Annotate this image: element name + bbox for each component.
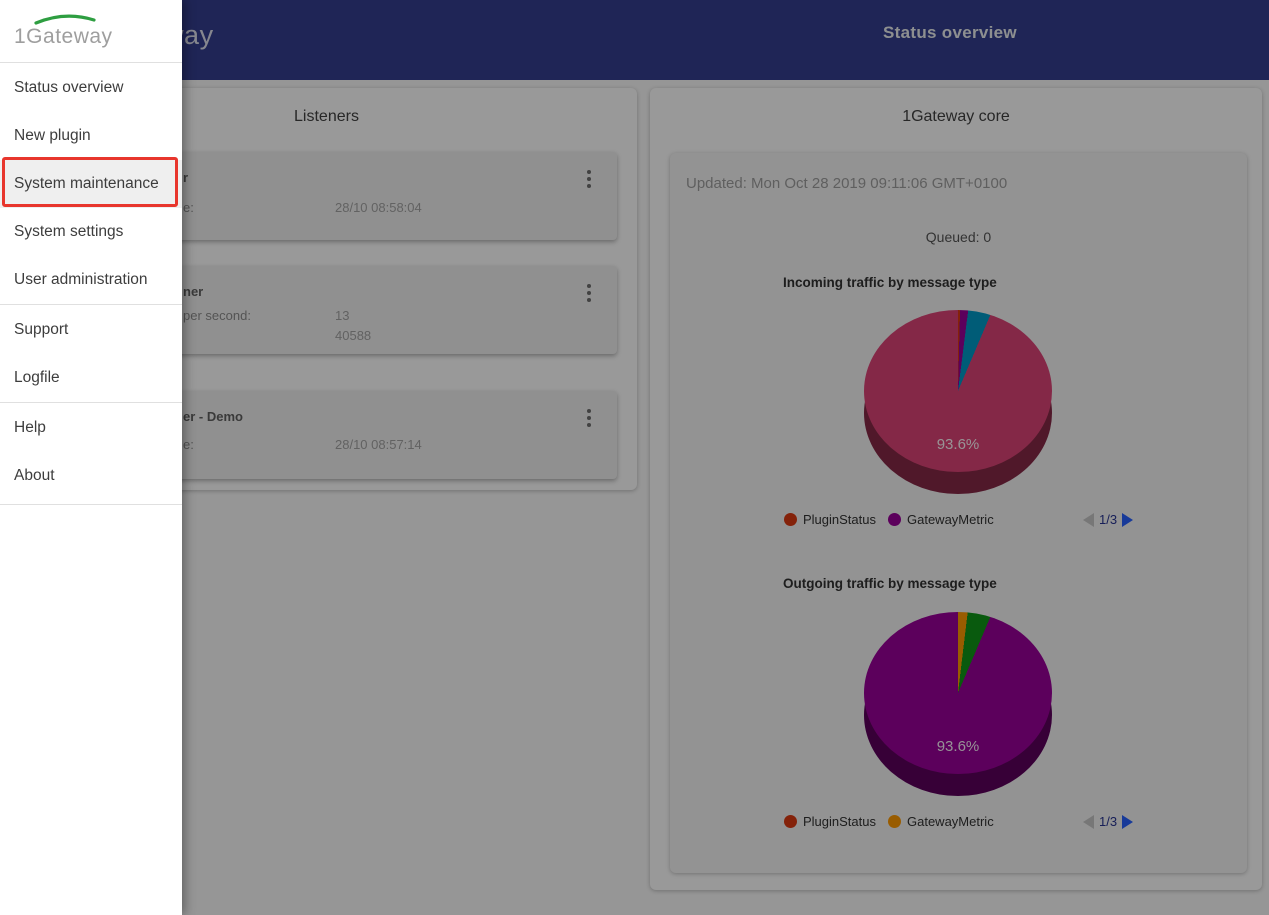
sidebar-item-about[interactable]: About: [14, 467, 55, 484]
listener-field-value: 40588: [335, 328, 372, 343]
legend-label: GatewayMetric: [907, 814, 994, 829]
logo-arc-icon: [34, 14, 96, 25]
listener-field-label: e:: [183, 200, 194, 215]
core-status-card: Updated: Mon Oct 28 2019 09:11:06 GMT+01…: [670, 153, 1247, 873]
legend-label: PluginStatus: [803, 814, 876, 829]
sidebar-item-status-overview[interactable]: Status overview: [14, 79, 124, 96]
logo-text: 1Gateway: [14, 25, 113, 48]
drawer-logo: 1Gateway: [0, 0, 182, 63]
legend-label: GatewayMetric: [907, 512, 994, 527]
updated-timestamp: Updated: Mon Oct 28 2019 09:11:06 GMT+01…: [686, 175, 1008, 192]
kebab-menu-icon[interactable]: [579, 284, 599, 310]
pie-surface: [864, 612, 1052, 774]
legend-dot: [784, 513, 797, 526]
legend-dot: [888, 513, 901, 526]
core-panel: 1Gateway core Updated: Mon Oct 28 2019 0…: [650, 88, 1262, 890]
pie-surface: [864, 310, 1052, 472]
sidebar-item-new-plugin[interactable]: New plugin: [14, 127, 91, 144]
incoming-chart-title: Incoming traffic by message type: [783, 275, 997, 290]
navigation-drawer: 1Gateway Status overview New plugin Syst…: [0, 0, 182, 915]
drawer-divider: [0, 402, 182, 403]
drawer-divider: [0, 304, 182, 305]
listener-field-value: 28/10 08:57:14: [335, 437, 422, 452]
legend-next-icon[interactable]: [1122, 513, 1133, 527]
page-title: Status overview: [883, 23, 1017, 42]
listener-name: ner: [183, 284, 204, 299]
listener-name: er - Demo: [183, 409, 243, 424]
outgoing-pie-chart: [864, 612, 1052, 798]
incoming-pie-chart: [864, 310, 1052, 496]
sidebar-item-help[interactable]: Help: [14, 419, 46, 436]
legend-prev-icon[interactable]: [1083, 815, 1094, 829]
listener-field-value: 13: [335, 308, 350, 323]
sidebar-item-user-administration[interactable]: User administration: [14, 271, 148, 288]
sidebar-item-system-settings[interactable]: System settings: [14, 223, 124, 240]
sidebar-item-system-maintenance[interactable]: System maintenance: [0, 160, 182, 208]
listener-field-value: 28/10 08:58:04: [335, 200, 422, 215]
pie-slice-label: 93.6%: [936, 436, 980, 453]
legend-page-indicator: 1/3: [1099, 512, 1118, 527]
queued-count: Queued: 0: [925, 229, 992, 245]
incoming-legend: PluginStatus GatewayMetric 1/3: [670, 511, 1247, 529]
pie-slice-label: 93.6%: [936, 738, 980, 755]
legend-dot: [888, 815, 901, 828]
kebab-menu-icon[interactable]: [579, 409, 599, 435]
listener-name: r: [183, 170, 189, 185]
legend-next-icon[interactable]: [1122, 815, 1133, 829]
listener-field-label: per second:: [183, 308, 251, 323]
listeners-title: Listeners: [294, 108, 359, 125]
legend-page-indicator: 1/3: [1099, 814, 1118, 829]
legend-prev-icon[interactable]: [1083, 513, 1094, 527]
app-bar: 1Gateway Status overview: [0, 0, 1269, 80]
outgoing-legend: PluginStatus GatewayMetric 1/3: [670, 813, 1247, 831]
core-panel-title: 1Gateway core: [902, 108, 1010, 125]
kebab-menu-icon[interactable]: [579, 170, 599, 196]
sidebar-item-logfile[interactable]: Logfile: [14, 369, 60, 386]
sidebar-item-support[interactable]: Support: [14, 321, 69, 338]
legend-dot: [784, 815, 797, 828]
legend-label: PluginStatus: [803, 512, 876, 527]
listener-field-label: e:: [183, 437, 194, 452]
drawer-divider: [0, 504, 182, 505]
outgoing-chart-title: Outgoing traffic by message type: [783, 576, 997, 591]
